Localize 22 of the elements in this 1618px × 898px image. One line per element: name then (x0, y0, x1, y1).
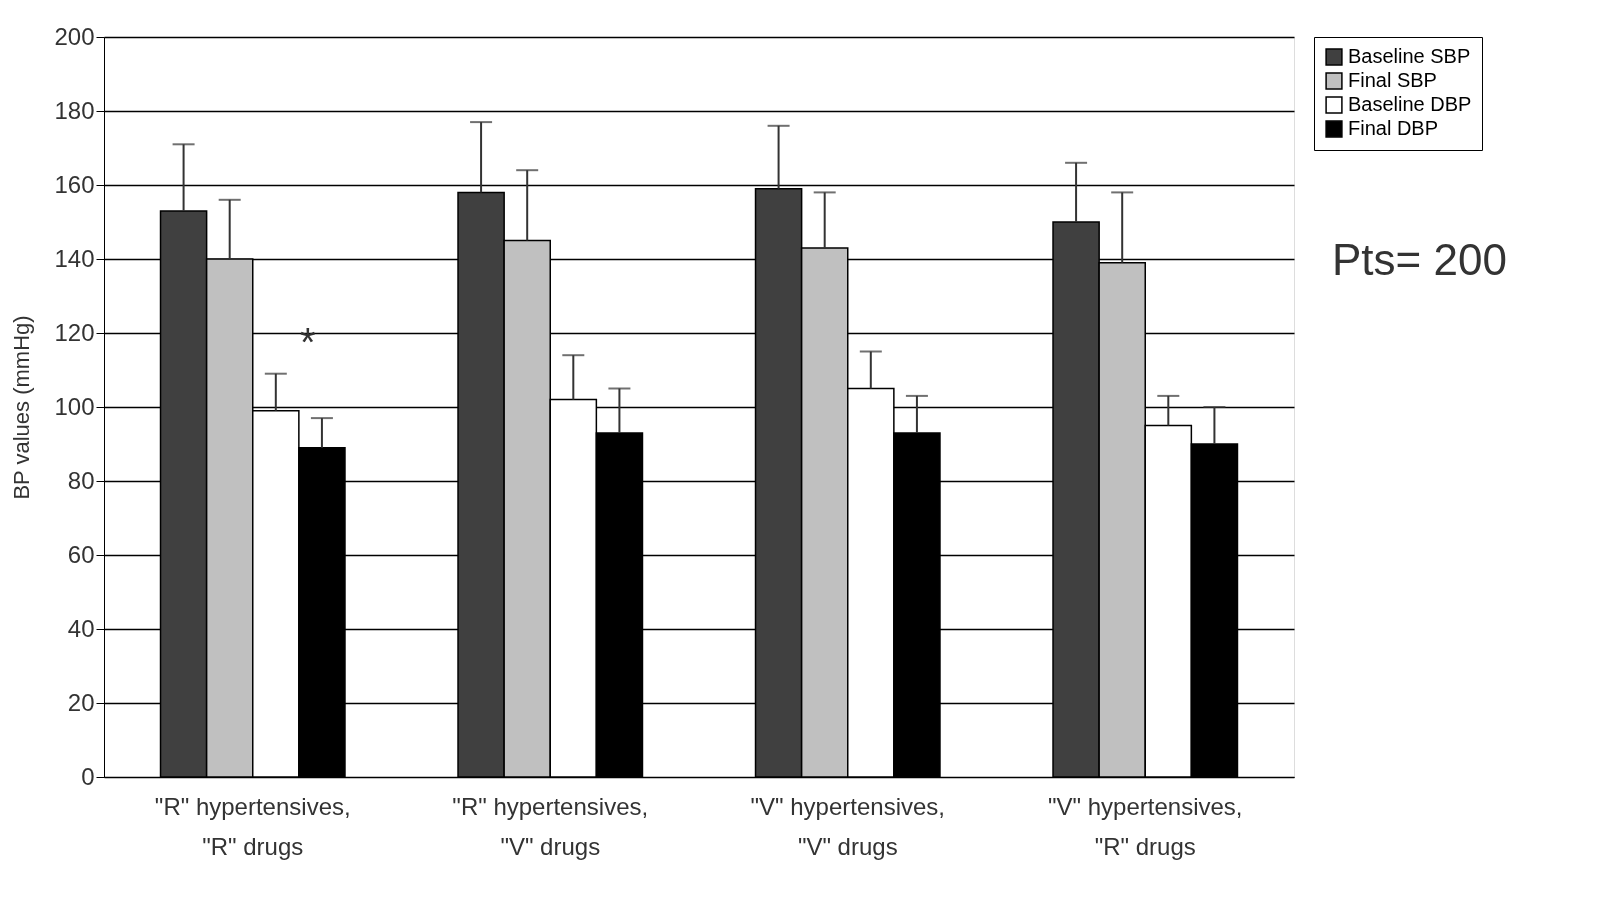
y-tick-label: 0 (81, 762, 95, 790)
y-tick-label: 200 (54, 22, 95, 50)
y-tick-label: 120 (54, 318, 95, 346)
y-tick-label: 140 (54, 244, 95, 272)
y-tick-label: 180 (54, 96, 95, 124)
legend-label: Baseline DBP (1348, 93, 1472, 115)
y-tick-label: 60 (67, 540, 95, 568)
y-tick-label: 100 (54, 392, 95, 420)
y-axis-title: BP values (mmHg) (9, 315, 35, 500)
legend-label: Baseline SBP (1348, 45, 1471, 67)
text: Pts= 200 (1332, 235, 1507, 284)
legend-label: Final DBP (1348, 117, 1439, 139)
x-tick-label: "R" hypertensives, "V" drugs (452, 792, 649, 860)
y-tick-label: 40 (67, 614, 95, 642)
x-tick-label: "R" hypertensives, "R" drugs (154, 792, 351, 860)
y-tick-label: 20 (67, 688, 95, 716)
x-tick-label: "V" hypertensives, "V" drugs (750, 792, 945, 860)
y-tick-label: 80 (67, 466, 95, 494)
x-tick-label: "V" hypertensives, "R" drugs (1048, 792, 1243, 860)
legend-label: Final SBP (1348, 69, 1437, 91)
y-tick-label: 160 (54, 170, 95, 198)
annotation: * (299, 320, 316, 365)
